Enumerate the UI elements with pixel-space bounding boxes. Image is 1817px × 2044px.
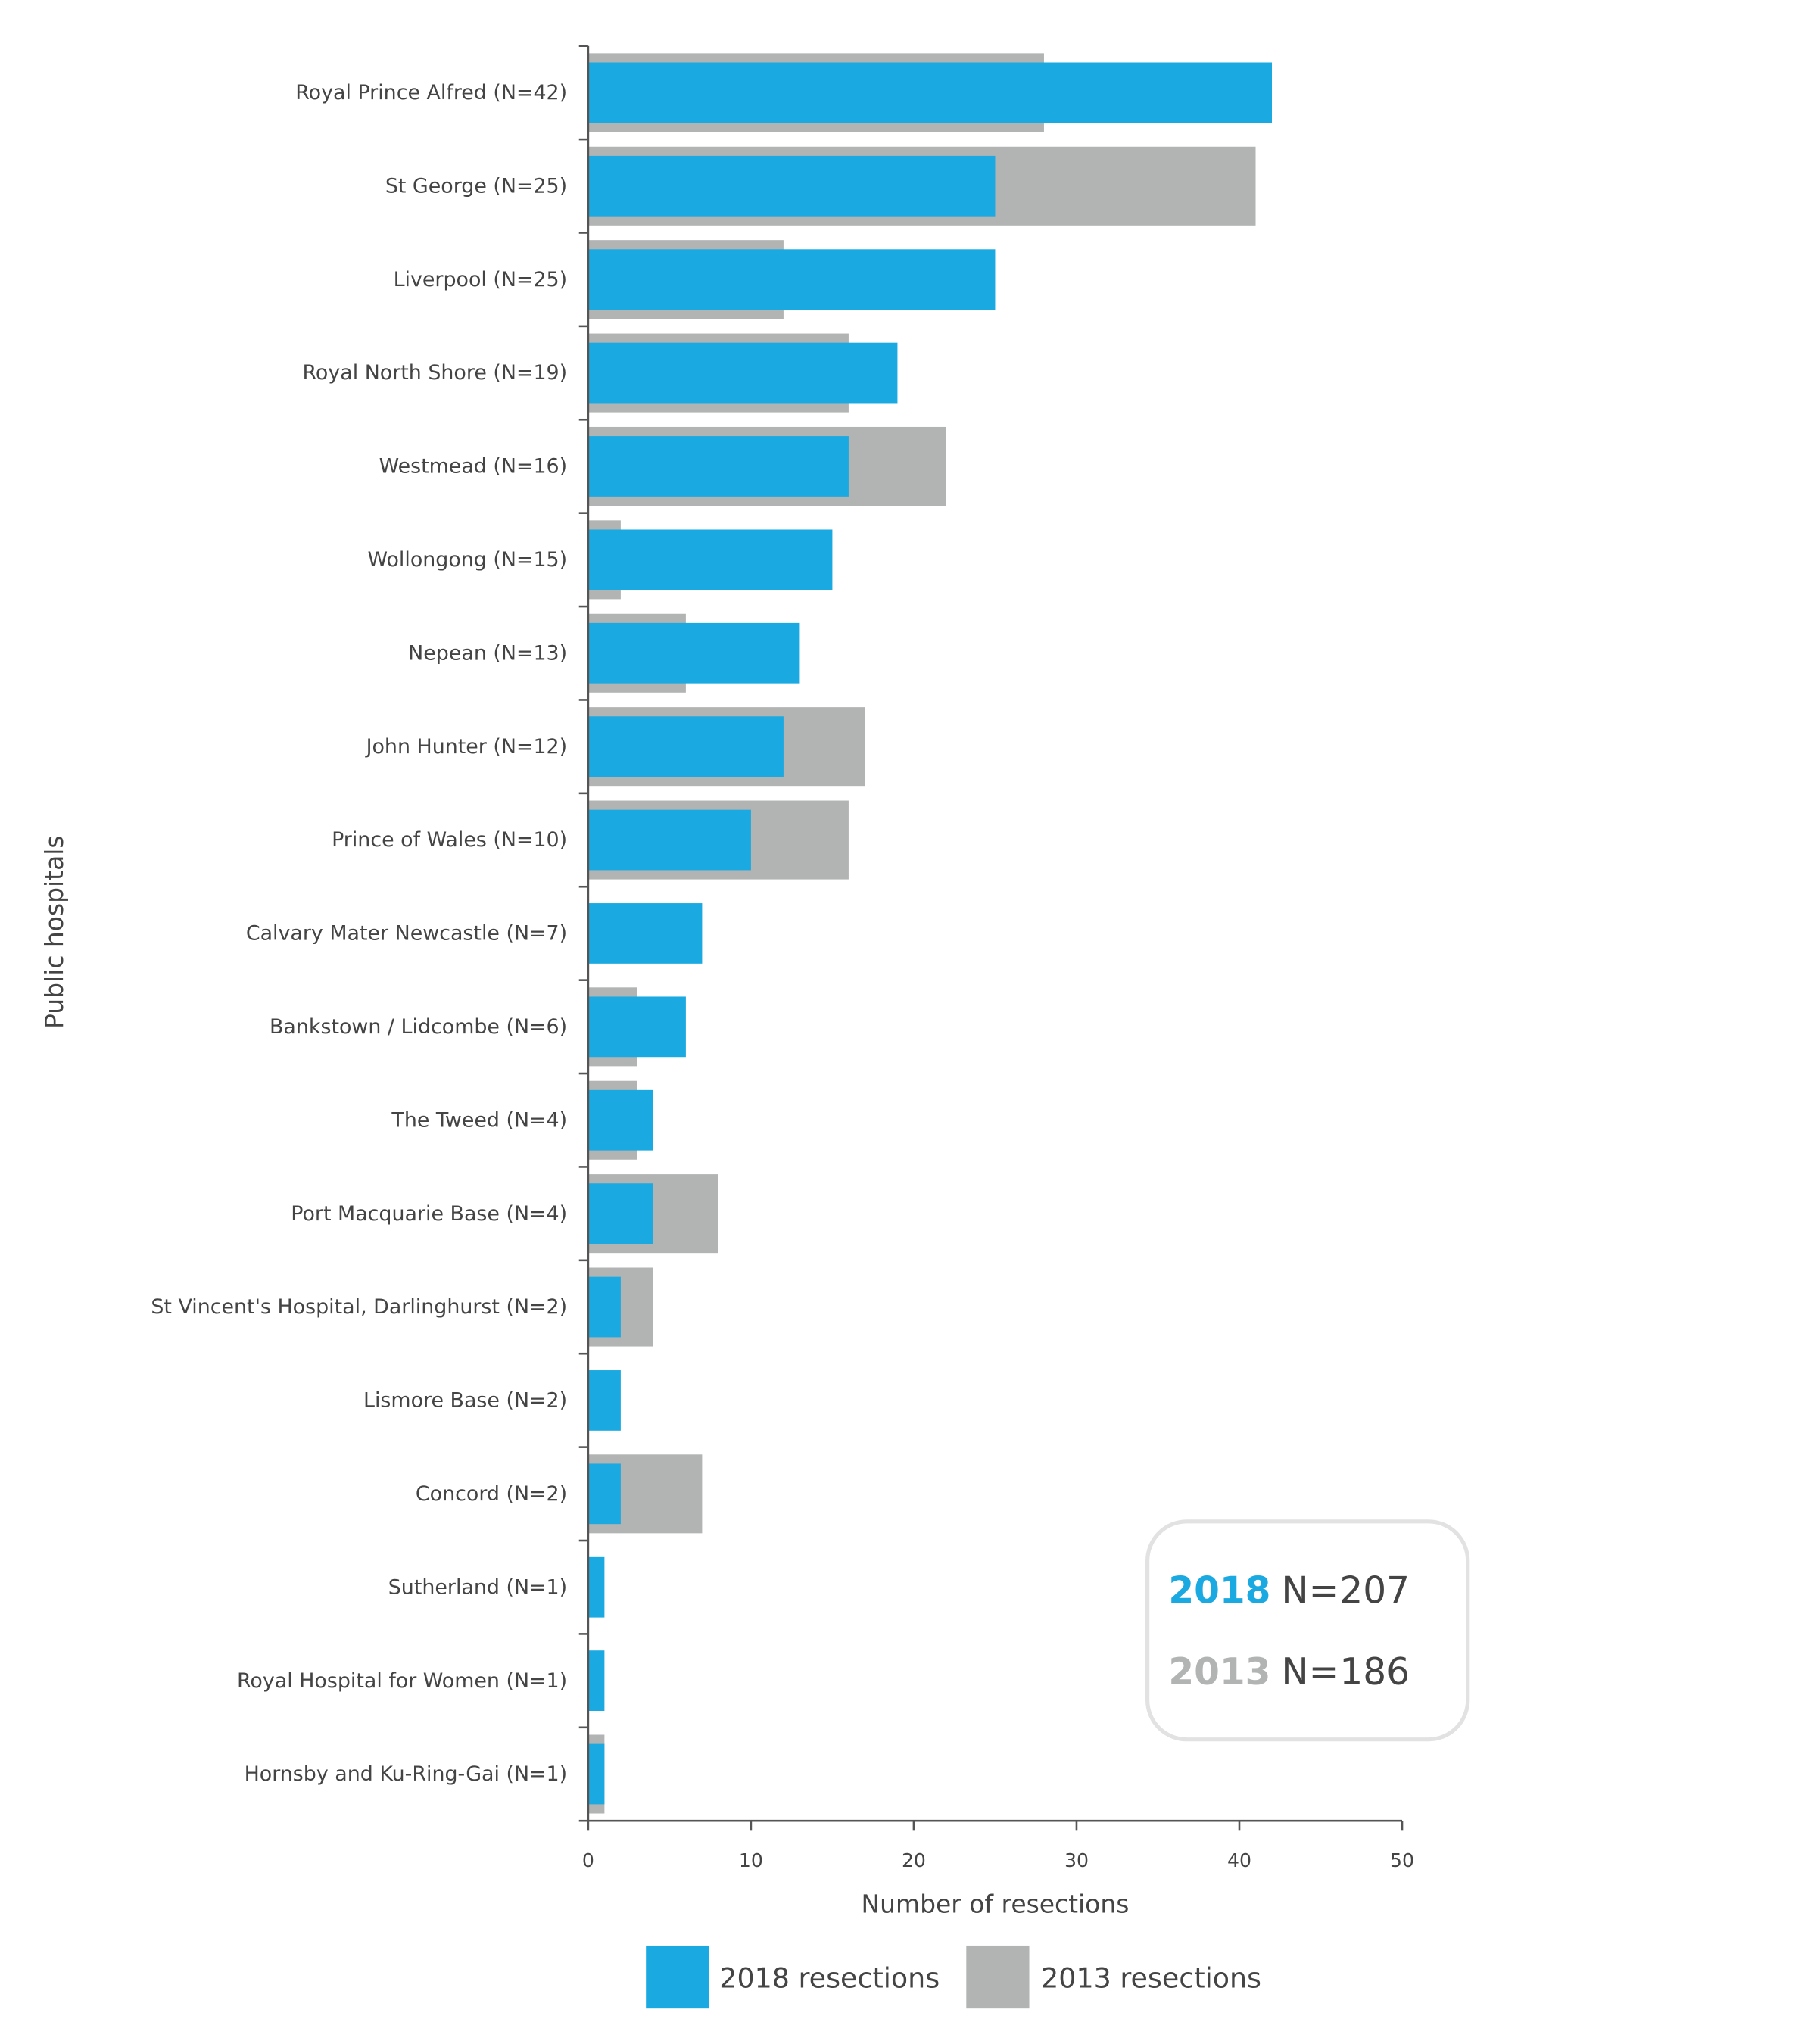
bar-2018 [587,342,898,404]
x-tick-label: 40 [1227,1849,1251,1871]
category-label: Liverpool (N=25) [394,268,568,291]
bar-2018 [587,1743,605,1805]
category-label: St George (N=25) [385,174,567,198]
bars-layer [587,53,1272,1814]
category-label: Concord (N=2) [416,1482,567,1506]
bar-2018 [587,436,849,497]
x-tick-label: 30 [1064,1849,1089,1871]
category-label: Royal North Shore (N=19) [302,361,567,385]
bar-2018 [587,1650,605,1711]
bar-2018 [587,1463,621,1525]
y-axis-label: Public hospitals [39,835,69,1029]
category-label: Nepean (N=13) [408,641,567,665]
x-axis-label: Number of resections [862,1890,1130,1919]
totals-value-2013: N=186 [1281,1651,1410,1693]
bar-2018 [587,996,686,1058]
bar-2018 [587,1089,653,1151]
category-label: The Tweed (N=4) [391,1108,567,1132]
legend-label-2018: 2018 resections [719,1961,940,1994]
totals-box-frame [1145,1519,1470,1742]
x-tick-label: 0 [582,1849,594,1871]
x-tick-label: 50 [1390,1849,1414,1871]
bar-2018 [587,62,1272,123]
category-label: Royal Hospital for Women (N=1) [237,1669,567,1693]
bar-2018 [587,1183,653,1245]
category-labels: Royal Prince Alfred (N=42) St George (N=2… [151,45,588,1822]
category-label: Lismore Base (N=2) [363,1389,567,1413]
bar-2018 [587,249,996,310]
category-label: St Vincent's Hospital, Darlinghurst (N=2… [151,1295,567,1319]
x-tick-label: 20 [902,1849,926,1871]
totals-value-2018: N=207 [1281,1569,1410,1612]
totals-line-2013: 2013 N=186 [1168,1651,1410,1693]
totals-line-2018: 2018 N=207 [1168,1569,1410,1612]
category-label: Port Macquarie Base (N=4) [291,1202,567,1226]
category-label: Sutherland (N=1) [388,1575,567,1599]
legend-label-2013: 2013 resections [1041,1961,1261,1994]
category-label: Royal Prince Alfred (N=42) [295,81,567,104]
bar-2018 [587,155,996,217]
x-tick-label: 10 [739,1849,763,1871]
bar-2018 [587,716,784,777]
legend-swatch-2013 [966,1945,1030,2009]
bar-2018 [587,809,751,871]
category-label: Westmead (N=16) [379,455,568,478]
bar-2018 [587,903,703,964]
bar-2018 [587,1370,621,1431]
category-label: Bankstown / Lidcombe (N=6) [270,1015,567,1039]
bar-2018 [587,1276,621,1338]
totals-box: 2018 N=207 2013 N=186 [1145,1519,1470,1742]
legend: 2018 resections 2013 resections [646,1945,1261,2009]
bar-2018 [587,622,800,684]
x-ticks: 0 10 20 30 40 50 [582,1821,1414,1871]
category-label: John Hunter (N=12) [365,735,568,759]
category-label: Hornsby and Ku-Ring-Gai (N=1) [245,1762,568,1786]
legend-swatch-2018 [646,1945,709,2009]
category-label: Wollongong (N=15) [368,548,568,572]
totals-year-2013: 2013 [1168,1651,1270,1693]
category-label: Prince of Wales (N=10) [332,828,567,852]
totals-year-2018: 2018 [1168,1569,1270,1612]
bar-2018 [587,1556,605,1618]
category-label: Calvary Mater Newcastle (N=7) [246,922,567,946]
bar-2018 [587,529,833,590]
